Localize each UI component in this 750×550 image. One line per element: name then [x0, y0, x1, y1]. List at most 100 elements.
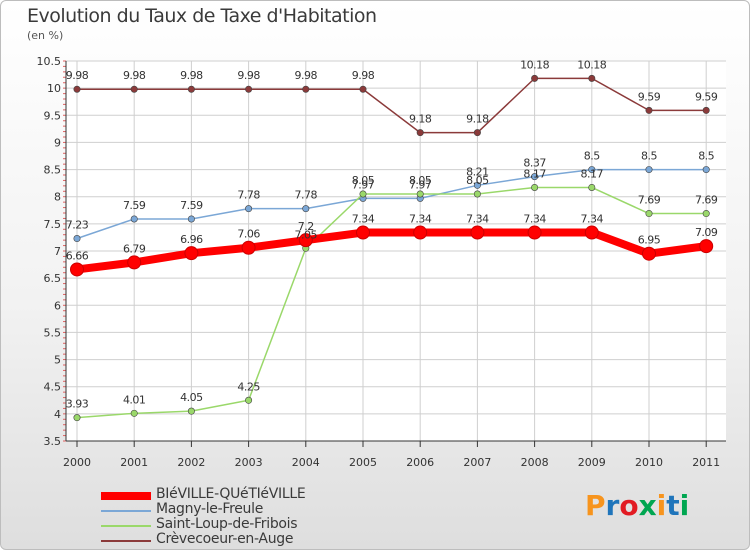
x-tick-label: 2001: [120, 456, 148, 469]
data-label: 10.18: [520, 58, 549, 71]
data-point-s3: [645, 106, 653, 114]
data-point-s2: [187, 407, 195, 415]
logo-letter: r: [605, 489, 620, 522]
data-label: 8.5: [584, 150, 600, 163]
legend-swatch: [101, 540, 151, 542]
y-tick-label: 9.5: [44, 109, 62, 122]
data-point-s2: [531, 183, 539, 191]
data-label: 7.34: [466, 213, 489, 226]
data-point-s2: [473, 190, 481, 198]
data-point-s3: [359, 85, 367, 93]
data-point-s1: [245, 205, 253, 213]
data-label: 8.05: [352, 174, 375, 187]
data-label: 6.96: [180, 233, 203, 246]
logo-letter: i: [656, 489, 667, 522]
data-point-s2: [588, 183, 596, 191]
data-point-s0: [241, 240, 256, 255]
data-label: 7.78: [237, 189, 260, 202]
data-label: 8.05: [466, 174, 489, 187]
legend-label: BIéVILLE-QUéTIéVILLE: [156, 486, 306, 502]
data-point-s3: [73, 85, 81, 93]
data-label: 6.66: [66, 249, 89, 262]
data-point-s2: [73, 414, 81, 422]
series-line-3: [76, 77, 707, 134]
data-point-s0: [298, 233, 313, 248]
y-tick-label: 4: [54, 408, 61, 421]
y-tick-label: 6: [54, 299, 61, 312]
chart-title: Evolution du Taux de Taxe d'Habitation: [27, 5, 377, 27]
x-tick-label: 2004: [292, 456, 320, 469]
data-point-s3: [187, 85, 195, 93]
data-point-s0: [584, 225, 599, 240]
x-tick-label: 2009: [578, 456, 606, 469]
data-point-s0: [127, 255, 142, 270]
data-point-s3: [588, 74, 596, 82]
legend-swatch: [101, 525, 151, 527]
data-point-s0: [699, 239, 714, 254]
data-point-s0: [356, 225, 370, 240]
data-label: 8.17: [523, 167, 546, 180]
data-label: 7.69: [695, 194, 718, 207]
data-point-s0: [470, 225, 485, 240]
data-point-s1: [130, 215, 138, 223]
data-label: 7.34: [523, 213, 546, 226]
data-label: 7.2: [298, 220, 314, 233]
x-tick-label: 2003: [235, 456, 263, 469]
data-point-s0: [413, 225, 428, 240]
data-label: 6.95: [638, 234, 661, 247]
data-point-s1: [588, 166, 596, 174]
data-label: 7.97: [352, 178, 375, 191]
data-label: 4.01: [123, 393, 146, 406]
data-label: 7.59: [123, 199, 146, 212]
data-label: 7.05: [295, 228, 318, 241]
legend-swatch: [101, 510, 151, 512]
data-point-s3: [531, 74, 539, 82]
data-point-s1: [73, 235, 81, 243]
data-point-s1: [702, 166, 710, 174]
x-tick-label: 2011: [692, 456, 720, 469]
data-point-s2: [130, 409, 138, 417]
data-label: 6.79: [123, 242, 146, 255]
data-label: 7.06: [237, 228, 260, 241]
proxiti-logo: Proxiti: [585, 489, 689, 522]
y-tick-label: 8.5: [44, 164, 62, 177]
data-label: 9.59: [695, 90, 718, 103]
data-point-s1: [473, 181, 481, 189]
data-point-s0: [70, 262, 84, 277]
data-point-s3: [245, 85, 253, 93]
data-label: 9.18: [466, 113, 489, 126]
y-tick-label: 6.5: [44, 272, 62, 285]
data-label: 7.97: [409, 178, 432, 191]
data-label: 7.23: [66, 219, 89, 232]
data-point-s3: [416, 129, 424, 137]
data-label: 8.37: [523, 157, 546, 170]
data-label: 9.98: [237, 69, 260, 82]
logo-letter: x: [638, 489, 657, 522]
data-point-s3: [302, 85, 310, 93]
data-label: 9.98: [352, 69, 375, 82]
data-point-s0: [527, 225, 542, 240]
y-tick-label: 10: [47, 82, 61, 95]
legend-swatch: [101, 492, 151, 500]
data-point-s3: [473, 129, 481, 137]
data-point-s0: [642, 246, 656, 261]
x-tick-label: 2000: [63, 456, 91, 469]
data-point-s3: [702, 106, 710, 114]
data-label: 9.59: [638, 90, 661, 103]
y-tick-label: 5.5: [44, 326, 62, 339]
y-tick-label: 3.5: [44, 435, 62, 448]
data-label: 8.17: [581, 167, 604, 180]
data-point-s2: [416, 190, 424, 198]
y-tick-label: 5: [54, 354, 61, 367]
data-point-s1: [187, 215, 195, 223]
logo-letter: P: [585, 489, 606, 522]
logo-letter: i: [679, 489, 690, 522]
data-label: 7.59: [180, 199, 203, 212]
y-tick-label: 4.5: [44, 381, 62, 394]
logo-letter: t: [666, 489, 680, 522]
data-label: 7.34: [352, 213, 375, 226]
x-tick-label: 2005: [349, 456, 377, 469]
data-label: 7.34: [581, 213, 604, 226]
